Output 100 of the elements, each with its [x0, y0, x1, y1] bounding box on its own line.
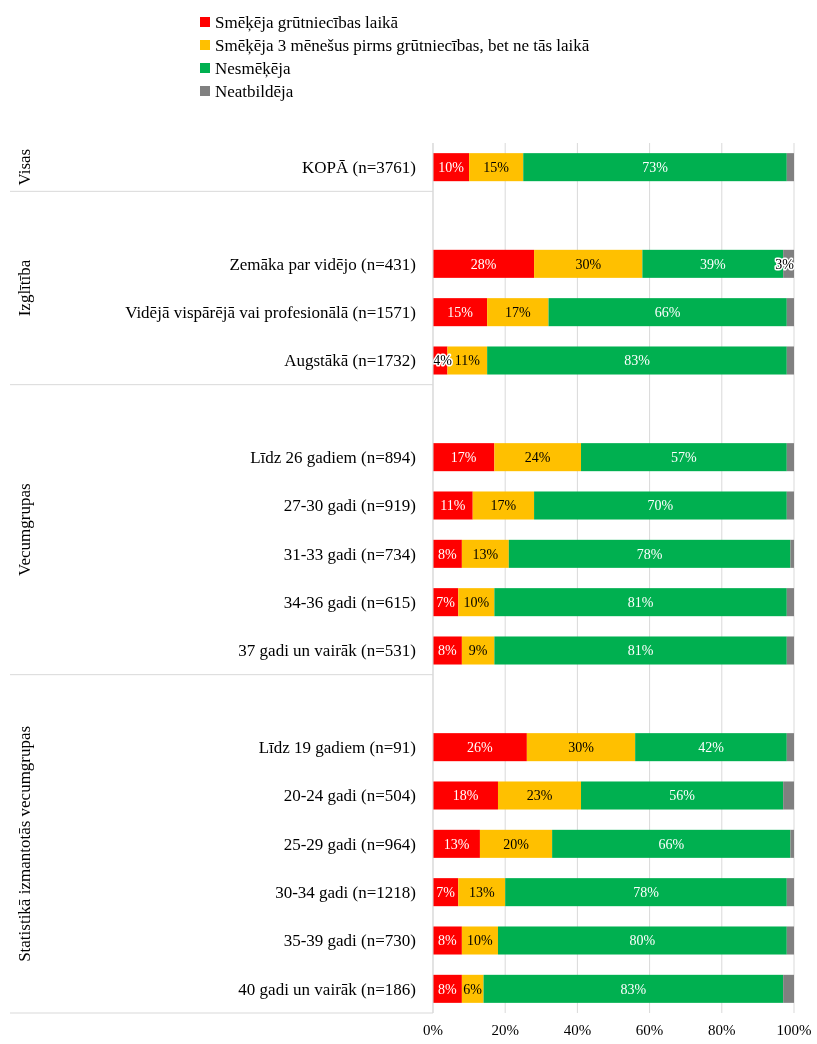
data-label: 66%: [654, 305, 681, 321]
x-tick-label: 60%: [635, 1022, 664, 1038]
x-tick-label: 20%: [491, 1022, 519, 1038]
data-label: 6%: [463, 981, 483, 997]
bar: [534, 249, 643, 278]
data-label: 70%: [647, 498, 674, 514]
bar: [433, 733, 527, 762]
data-label: 66%: [658, 836, 685, 852]
data-label: 8%: [438, 546, 458, 562]
y-tick-label: 40 gadi un vairāk (n=186): [238, 979, 416, 999]
bar: [635, 733, 787, 762]
bar: [433, 781, 498, 810]
data-label: 83%: [620, 981, 647, 997]
bar: [526, 733, 636, 762]
y-tick-label: Līdz 26 gadiem (n=894): [250, 448, 416, 468]
data-label: 17%: [505, 305, 531, 321]
y-tick-label: 20-24 gadi (n=504): [283, 786, 416, 806]
data-label: 56%: [669, 788, 696, 804]
data-label: 13%: [468, 885, 495, 901]
bar: [790, 829, 794, 858]
data-label: 10%: [467, 933, 494, 949]
bar: [786, 346, 794, 375]
data-label: 20%: [503, 836, 530, 852]
y-tick-label: KOPĀ (n=3761): [302, 158, 416, 178]
data-label: 24%: [524, 450, 551, 466]
data-label: 15%: [483, 160, 510, 176]
data-label: 8%: [438, 643, 458, 659]
bar: [433, 443, 495, 472]
data-label: 17%: [490, 498, 517, 514]
text: Izglītība: [15, 259, 34, 317]
data-label: 83%: [624, 353, 651, 369]
data-label: 28%: [470, 256, 497, 272]
bar: [786, 153, 794, 182]
data-label: 9%: [468, 643, 488, 659]
data-label: 8%: [438, 981, 458, 997]
bar: [508, 539, 791, 568]
legend-label: Smēķēja 3 mēnešus pirms grūtniecības, bet ne tās laikā: [215, 35, 590, 55]
data-label: 57%: [671, 450, 698, 466]
bar: [479, 829, 553, 858]
x-tick-label: 100%: [776, 1022, 812, 1038]
y-tick-label: 30-34 gadi (n=1218): [275, 883, 416, 903]
y-tick-label: Vidējā vispārējā vai profesionālā (n=1571): [125, 303, 416, 323]
y-tick-label: 25-29 gadi (n=964): [283, 834, 416, 854]
y-tick-label: 35-39 gadi (n=730): [283, 931, 416, 951]
bar: [581, 443, 787, 472]
bar: [786, 878, 794, 907]
bar: [786, 636, 794, 665]
data-label: 8%: [438, 933, 458, 949]
bar: [433, 491, 473, 520]
data-label: 13%: [472, 546, 499, 562]
y-tick-label: 27-30 gadi (n=919): [283, 496, 416, 516]
bar: [494, 443, 582, 472]
bar: [523, 153, 787, 182]
bar: [786, 443, 794, 472]
data-label: 78%: [633, 885, 660, 901]
y-tick-label: 37 gadi un vairāk (n=531): [238, 641, 416, 661]
data-label: 26%: [467, 740, 494, 756]
data-label: 81%: [627, 595, 654, 611]
data-label: 80%: [629, 933, 656, 949]
bar: [786, 733, 794, 762]
y-tick-label: 31-33 gadi (n=734): [283, 544, 416, 564]
bar: [461, 539, 509, 568]
bar: [581, 781, 784, 810]
data-label: 42%: [698, 740, 725, 756]
bar: [472, 491, 535, 520]
bar: [433, 249, 535, 278]
bar: [487, 346, 787, 375]
y-tick-label: Līdz 19 gadiem (n=91): [258, 738, 416, 758]
bar: [783, 974, 794, 1003]
data-label: 18%: [452, 788, 479, 804]
x-tick-label: 80%: [708, 1022, 736, 1038]
bar: [497, 926, 787, 955]
data-label: 78%: [636, 546, 663, 562]
text: Vecumgrupas: [15, 483, 34, 576]
bar: [548, 298, 787, 327]
data-label: 81%: [627, 643, 654, 659]
x-tick-label: 0%: [423, 1022, 443, 1038]
data-label: 23%: [526, 788, 553, 804]
text: Visas: [15, 148, 34, 186]
y-tick-label: 34-36 gadi (n=615): [283, 593, 416, 613]
bar: [786, 491, 794, 520]
legend-label: Smēķēja grūtniecības laikā: [215, 12, 399, 32]
bar: [786, 926, 794, 955]
data-label: 10%: [438, 160, 465, 176]
data-label: 73%: [642, 160, 669, 176]
x-tick-label: 40%: [563, 1022, 592, 1038]
bar: [497, 781, 582, 810]
data-label: 7%: [436, 885, 456, 901]
data-label: 30%: [575, 256, 602, 272]
y-tick-label: Augstākā (n=1732): [284, 351, 416, 371]
data-label: 39%: [699, 256, 726, 272]
data-label: 30%: [568, 740, 595, 756]
bar: [505, 878, 787, 907]
bar: [494, 636, 787, 665]
bar: [790, 539, 794, 568]
text: Statistikā izmantotās vecumgrupas: [15, 725, 34, 962]
data-label: 10%: [463, 595, 490, 611]
bar: [786, 298, 794, 327]
data-label: 7%: [436, 595, 456, 611]
bar: [469, 153, 524, 182]
